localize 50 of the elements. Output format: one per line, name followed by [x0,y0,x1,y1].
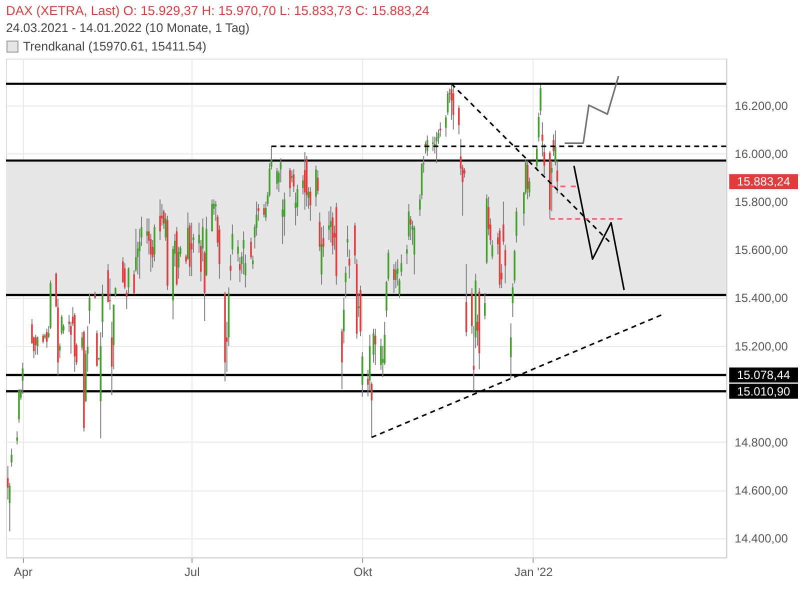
y-tick-label: 16.000,00 [734,147,788,162]
candlestick [58,342,61,359]
x-tick-label: Apr [14,564,33,579]
chart-title: DAX (XETRA, Last) O: 15.929,37 H: 15.970,70 L: 15.833,73 C: 15.883,24 [6,3,430,18]
candlestick [445,114,447,138]
candlestick [276,167,278,190]
y-tick-label: 15.600,00 [734,243,788,258]
x-tick-label: Jul [184,564,200,579]
candlestick [159,198,161,241]
candlestick [464,167,466,178]
candlestick [432,136,434,152]
candlestick [135,228,137,272]
x-tick-label: Okt [354,564,373,579]
candlestick [372,328,374,364]
ref-line-label: 15.010,90 [736,384,791,398]
candlestick [36,336,38,356]
candlestick [42,333,44,344]
candlestick [458,104,460,135]
y-tick-label: 16.200,00 [734,98,788,113]
candlestick [10,448,12,468]
candlestick [190,222,192,277]
candlestick [81,332,83,351]
x-tick-label: Jan '22 [514,564,554,579]
y-tick-label: 15.400,00 [734,291,788,306]
candlestick [232,224,234,255]
candlestick [328,210,330,241]
candlestick [436,131,438,164]
y-tick-label: 14.600,00 [734,484,788,498]
y-tick-label: 15.800,00 [734,195,788,210]
text: 15.883,24 [736,174,791,189]
candlestick [88,292,90,324]
candlestick [393,264,395,294]
line-series [564,75,620,144]
y-tick-label: 14.800,00 [734,435,788,450]
chart-subtitle: 24.03.2021 - 14.01.2022 (10 Monate, 1 Tag) [6,21,250,36]
y-tick-label: 14.400,00 [734,532,788,546]
ref-line-label: 15.078,44 [736,368,791,382]
candlestick [289,167,291,198]
candlestick [310,186,312,222]
candlestick [114,286,116,298]
candlestick [16,430,18,445]
candlestick [400,254,402,277]
y-tick-label: 15.200,00 [734,339,788,354]
candlestick [484,292,486,320]
candlestick [374,328,376,366]
candlestick [230,254,232,281]
legend-label: Trendkanal (15970.61, 15411.54) [22,40,206,54]
candlestick [263,204,265,218]
candlestick [502,201,504,246]
candlestick [406,244,408,265]
